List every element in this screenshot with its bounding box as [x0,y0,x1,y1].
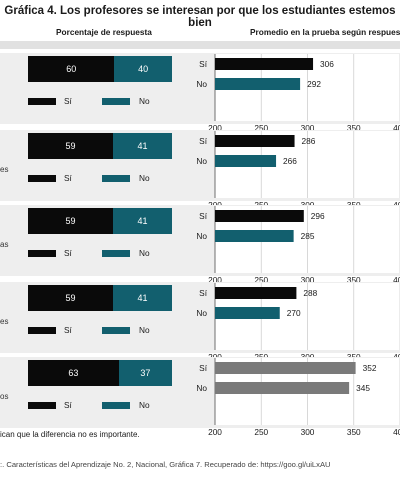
percent-segment-si: 60 [28,56,115,82]
bar-category-label: No [196,156,207,166]
score-bar [215,78,301,90]
score-bar-chart: Sí286No266200250300350400 [196,131,400,210]
score-bar-chart: Sí 306 No 292 200 250 300 350 400 [196,54,400,133]
bar-category-label: No [196,383,207,393]
bar-value-label: 286 [302,136,316,146]
legend-label-si: Sí [64,400,72,410]
x-tick-label: 200 [208,275,222,285]
bar-category-label: Sí [199,363,208,373]
legend-swatch-si [28,402,56,409]
score-bar [215,135,295,147]
legend-label-si: Sí [64,248,72,258]
bar-value-label: 270 [287,308,301,318]
score-bar-chart: Sí288No270200250300350400 [196,283,400,362]
percent-stacked-bar: 59 41 [28,285,172,311]
bar-category-label: No [196,231,207,241]
legend-swatch-si [28,175,56,182]
x-tick-label: 250 [254,275,268,285]
bar-value-label: 352 [363,363,377,373]
score-bar [215,58,314,70]
x-tick-label: 300 [301,427,315,437]
score-bar-chart: Sí 352 No 345 200 250 300 350 400 [196,358,400,437]
source-note: :. Características del Aprendizaje No. 2… [0,460,331,469]
legend-label-si: Sí [64,96,72,106]
x-tick-label: 400 [393,275,400,285]
percent-stacked-bar: 63 37 [28,360,172,386]
x-tick-label: 300 [301,275,315,285]
bar-value-label: 345 [356,383,370,393]
left-column-header: Porcentaje de respuesta [56,27,152,37]
legend-label-si: Sí [64,325,72,335]
percent-segment-no: 41 [112,285,172,311]
score-bar [215,307,280,319]
score-bar [215,230,294,242]
percent-segment-si: 59 [28,285,113,311]
legend-label-no: No [139,325,150,335]
percent-segment-si: 63 [28,360,119,386]
legend-swatch-no [102,175,130,182]
bar-category-label: Sí [199,59,208,69]
bar-value-label: 296 [311,211,325,221]
score-bar [215,362,356,374]
footnote: ican que la diferencia no es importante. [0,430,140,439]
percent-stacked-bar: 59 41 [28,133,172,159]
bar-value-label: 288 [303,288,317,298]
legend-label-si: Sí [64,173,72,183]
legend-swatch-no [102,98,130,105]
bar-category-label: No [196,308,207,318]
percent-stacked-bar: 60 40 [28,56,172,82]
bar-category-label: Sí [199,211,208,221]
score-bar [215,155,277,167]
x-tick-label: 350 [347,123,361,133]
percent-segment-no: 41 [112,208,172,234]
legend-swatch-si [28,250,56,257]
bar-category-label: Sí [199,136,208,146]
legend-swatch-no [102,402,130,409]
bar-category-label: Sí [199,288,208,298]
legend-label-no: No [139,400,150,410]
score-bar [215,287,297,299]
percent-stacked-bar: 59 41 [28,208,172,234]
chart-title: Gráfica 4. Los profesores se interesan p… [4,5,396,29]
legend-label-no: No [139,173,150,183]
x-tick-label: 250 [254,427,268,437]
x-tick-label: 400 [393,123,400,133]
category-label-fragment: es [0,165,9,174]
percent-segment-si: 59 [28,133,113,159]
percent-segment-si: 59 [28,208,113,234]
header-band [0,41,400,49]
legend-swatch-si [28,98,56,105]
percent-segment-no: 40 [114,56,172,82]
legend-swatch-no [102,327,130,334]
bar-value-label: 306 [320,59,334,69]
x-tick-label: 400 [393,427,400,437]
bar-value-label: 285 [301,231,315,241]
legend-swatch-no [102,250,130,257]
percent-segment-no: 41 [112,133,172,159]
x-tick-label: 250 [254,123,268,133]
score-bar-chart: Sí 296 No 285 200 250 300 350 400 [196,206,400,285]
score-bar [215,210,304,222]
legend-swatch-si [28,327,56,334]
percent-segment-no: 37 [118,360,172,386]
x-tick-label: 350 [347,275,361,285]
x-tick-label: 200 [208,427,222,437]
x-tick-label: 300 [301,123,315,133]
category-label-fragment: as [0,240,9,249]
bar-value-label: 292 [307,79,321,89]
category-label-fragment: es [0,317,9,326]
legend-label-no: No [139,248,150,258]
score-bar [215,382,350,394]
legend-label-no: No [139,96,150,106]
category-label-fragment: os [0,392,9,401]
x-tick-label: 350 [347,427,361,437]
x-tick-label: 200 [208,123,222,133]
right-column-header: Promedio en la prueba según respuesta [250,27,400,37]
bar-value-label: 266 [283,156,297,166]
bar-category-label: No [196,79,207,89]
